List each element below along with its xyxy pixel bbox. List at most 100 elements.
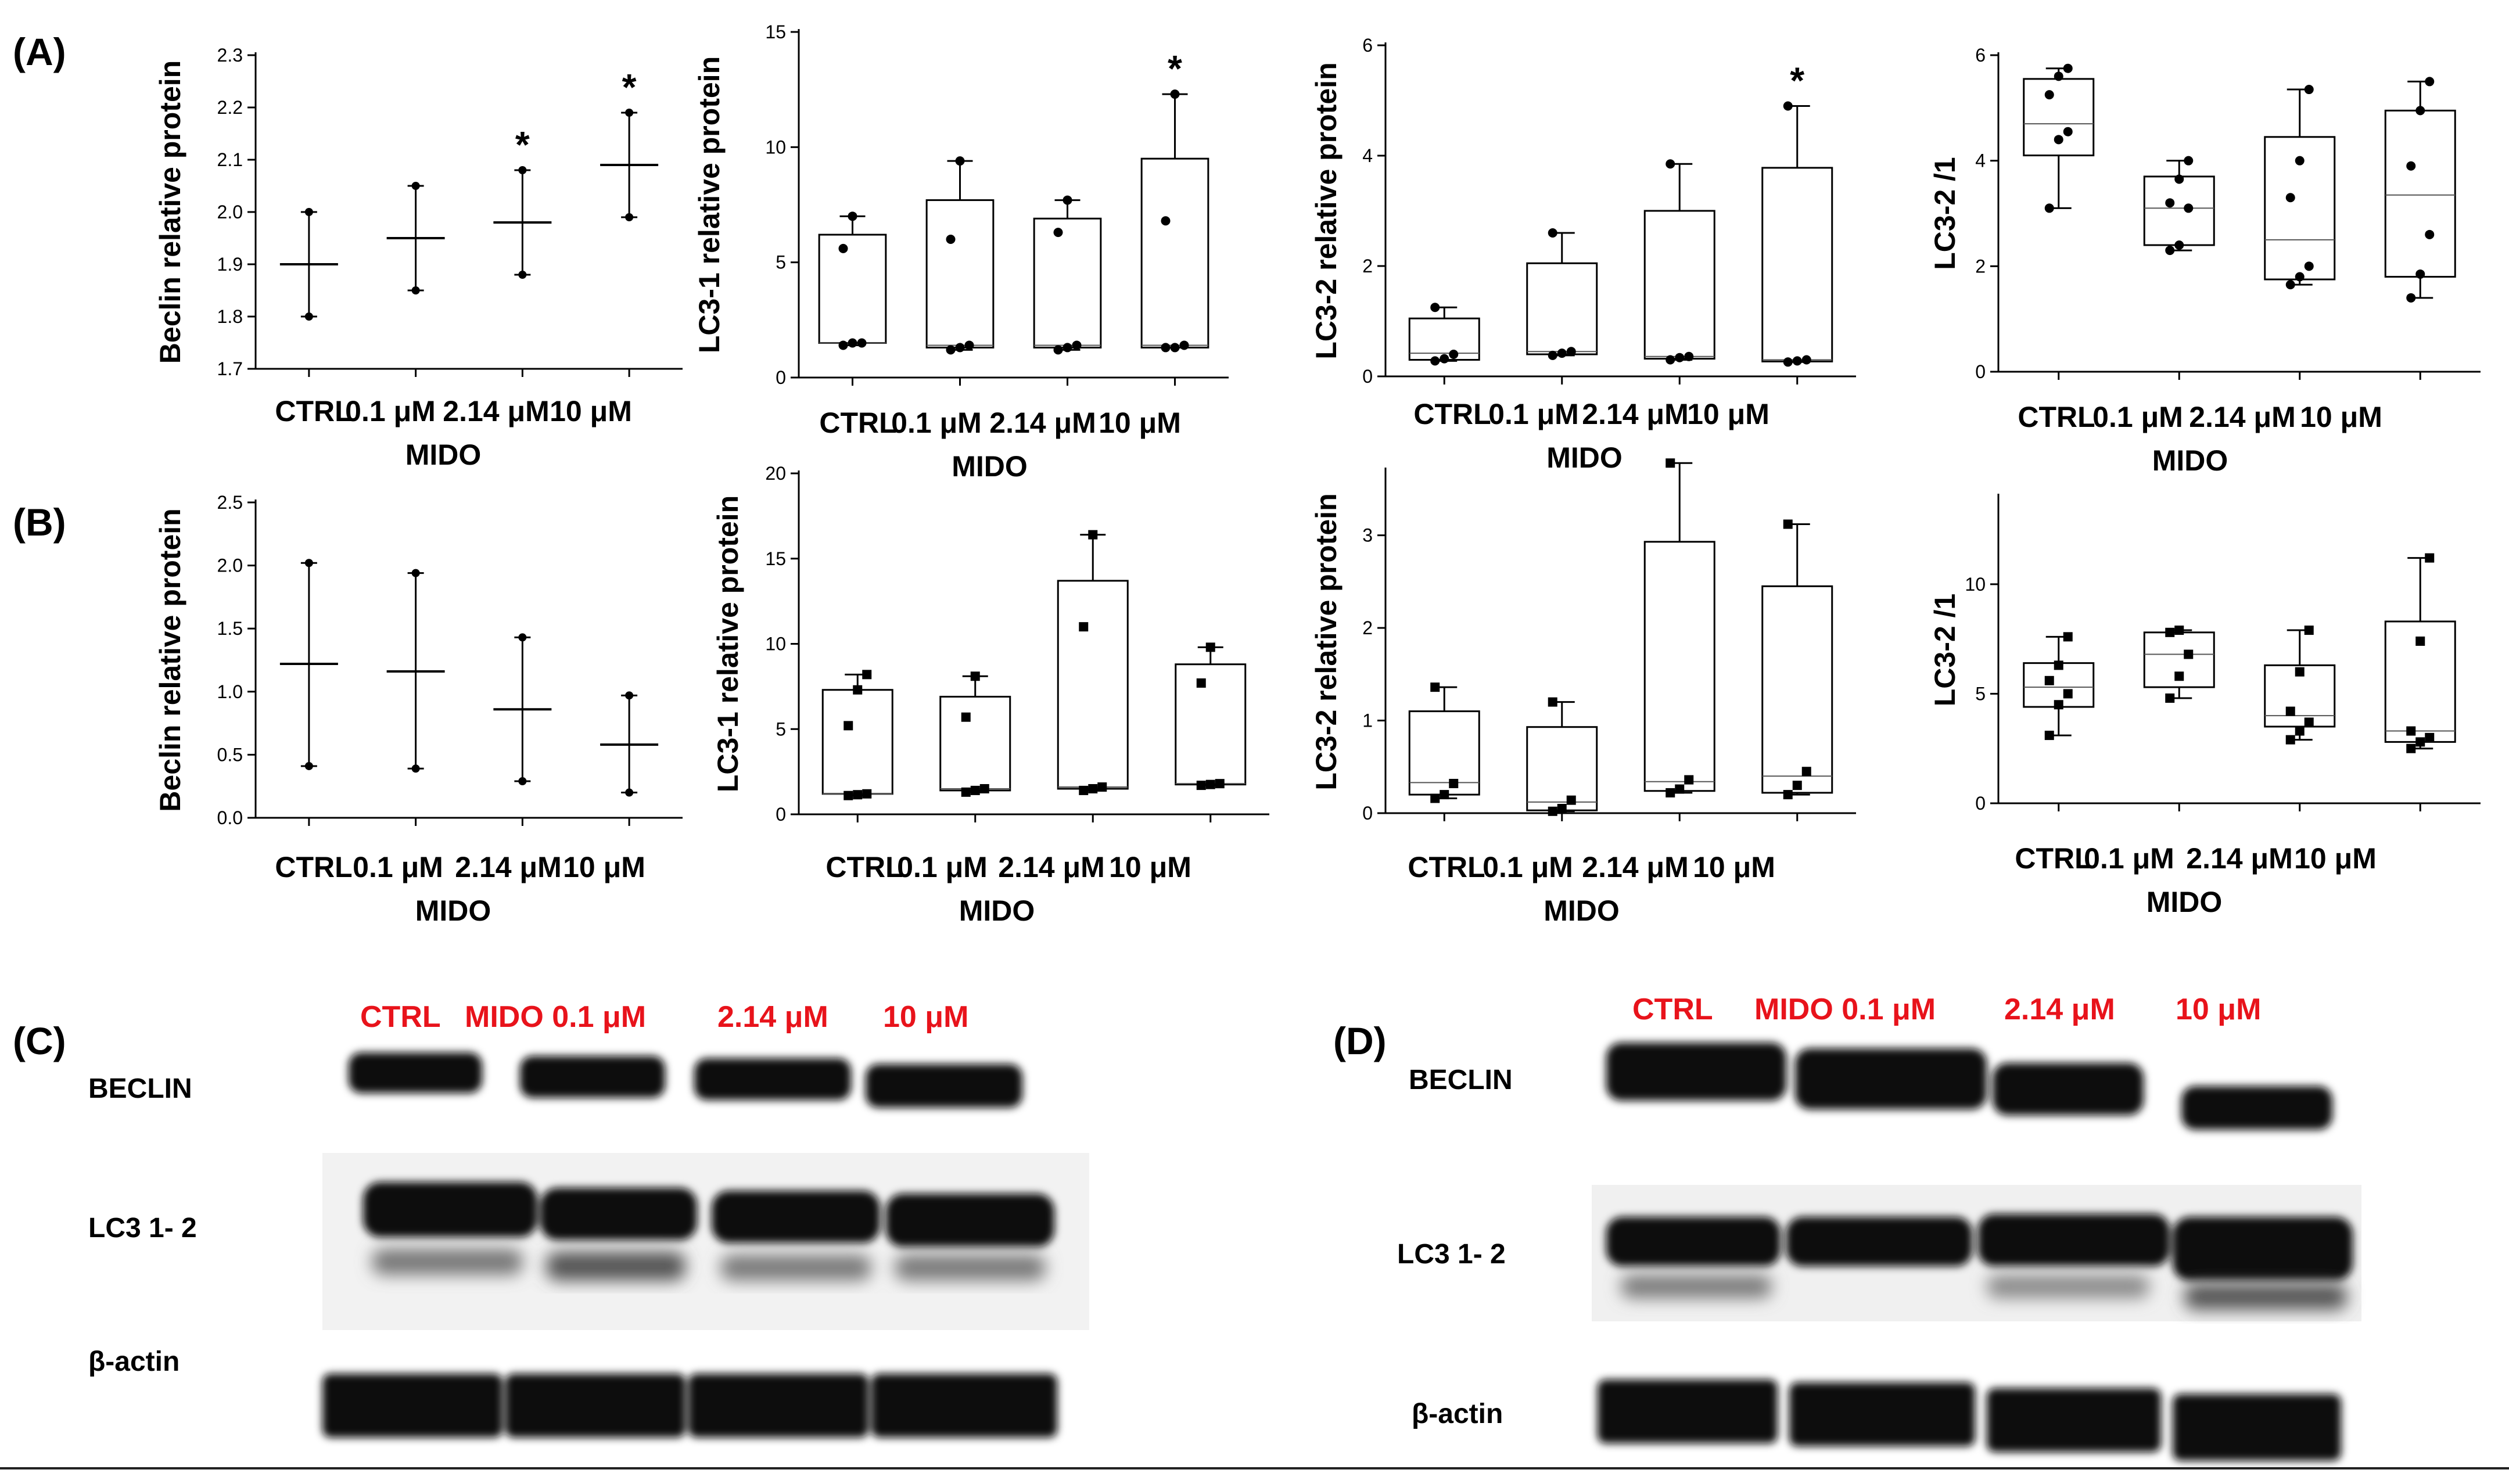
y-tick-label: 4 — [1362, 145, 1373, 166]
data-point — [2174, 626, 2184, 635]
x-category-label: 0.1 μM — [353, 851, 443, 883]
x-axis-title: MIDO — [415, 894, 491, 927]
panel-label-d: (D) — [1333, 1019, 1387, 1062]
y-axis-title: LC3-1 relative protein — [712, 495, 744, 792]
panel-label-a: (A) — [13, 30, 66, 73]
data-point — [1792, 781, 1802, 790]
data-point — [304, 761, 313, 770]
data-point — [304, 312, 313, 321]
data-point — [304, 208, 313, 216]
data-point — [2406, 293, 2416, 303]
data-point — [1548, 350, 1557, 360]
panel-label-b: (B) — [13, 501, 66, 544]
data-point — [625, 691, 634, 700]
x-category-label: 10 μM — [563, 851, 645, 883]
data-point — [1666, 788, 1675, 797]
data-point — [2304, 85, 2314, 95]
data-point — [1548, 228, 1557, 238]
blot-d-lane-2: 2.14 μM — [2004, 993, 2115, 1026]
y-tick-label: 10 — [765, 634, 786, 655]
y-tick-label: 1.5 — [217, 618, 243, 639]
data-point — [2184, 156, 2194, 166]
data-point — [2295, 272, 2305, 282]
data-point — [625, 109, 634, 117]
x-category-label: 10 μM — [1099, 407, 1181, 439]
data-point — [2285, 193, 2295, 203]
data-point — [2295, 156, 2305, 166]
data-point — [304, 559, 313, 567]
data-point — [411, 286, 420, 294]
data-point — [1205, 642, 1215, 652]
y-tick-label: 15 — [765, 21, 786, 42]
data-point — [411, 182, 420, 190]
data-point — [1053, 345, 1063, 355]
box — [2143, 175, 2215, 246]
data-point — [2304, 261, 2314, 271]
data-point — [1430, 303, 1440, 312]
x-axis-title: MIDO — [405, 439, 482, 471]
blot-d-beclin-bands — [1606, 1043, 2332, 1130]
y-axis-title: Beclin relative protein — [154, 60, 186, 364]
blot-c-lc3-bands — [363, 1182, 1054, 1247]
data-point — [964, 340, 974, 350]
data-point — [853, 685, 863, 695]
blot-d-lc3-lower-bands — [1621, 1275, 2347, 1310]
data-point — [2054, 700, 2063, 710]
data-point — [2174, 174, 2184, 184]
blot-c-actin-bands — [322, 1374, 1057, 1438]
blot-d-row-lc3: LC3 1- 2 — [1397, 1239, 1506, 1270]
x-category-label: 2.14 μM — [1582, 398, 1688, 430]
data-point — [843, 721, 853, 731]
data-point — [2165, 627, 2175, 637]
x-category-label: CTRL — [1408, 851, 1485, 883]
x-category-label: CTRL — [2018, 401, 2095, 433]
data-point — [838, 340, 848, 350]
data-point — [625, 213, 634, 221]
data-point — [2174, 240, 2184, 250]
box — [1408, 710, 1480, 796]
x-category-label: 10 μM — [1687, 398, 1769, 430]
y-tick-label: 10 — [1965, 574, 1986, 595]
data-point — [2304, 626, 2314, 635]
box — [2384, 109, 2456, 278]
y-tick-label: 0 — [1362, 366, 1373, 387]
data-point — [2406, 161, 2416, 171]
x-category-label: 0.1 μM — [1483, 851, 1573, 883]
blot-d-lane-0: CTRL — [1632, 993, 1713, 1026]
y-tick-label: 5 — [776, 718, 786, 739]
significance-marker: * — [1168, 48, 1182, 89]
data-point — [1783, 790, 1793, 800]
x-category-label: 2.14 μM — [2189, 401, 2295, 433]
data-point — [2044, 203, 2054, 213]
x-category-label: 0.1 μM — [2084, 842, 2174, 875]
data-point — [955, 156, 965, 166]
blot-d-row-actin: β-actin — [1412, 1399, 1503, 1429]
x-category-label: CTRL — [275, 395, 352, 427]
data-point — [2295, 726, 2305, 736]
box — [821, 689, 893, 795]
data-point — [2054, 660, 2063, 670]
y-axis-title: LC3-1 relative protein — [693, 56, 726, 353]
data-point — [970, 671, 980, 681]
x-axis-title: MIDO — [2147, 886, 2223, 918]
data-point — [2415, 269, 2425, 279]
y-axis-title: LC3-2 relative protein — [1310, 493, 1343, 790]
y-tick-label: 1.7 — [217, 358, 243, 379]
y-tick-label: 20 — [765, 463, 786, 484]
data-point — [2425, 77, 2435, 87]
box — [1057, 580, 1129, 790]
box — [1175, 663, 1247, 786]
data-point — [1801, 767, 1811, 777]
data-point — [1440, 790, 1449, 800]
data-point — [2425, 229, 2435, 239]
data-point — [1783, 357, 1793, 367]
data-point — [1675, 353, 1685, 362]
x-axis-title: MIDO — [959, 894, 1035, 927]
y-tick-label: 2.2 — [217, 97, 243, 118]
box — [1643, 541, 1715, 792]
data-point — [625, 788, 634, 797]
data-point — [2063, 632, 2073, 642]
